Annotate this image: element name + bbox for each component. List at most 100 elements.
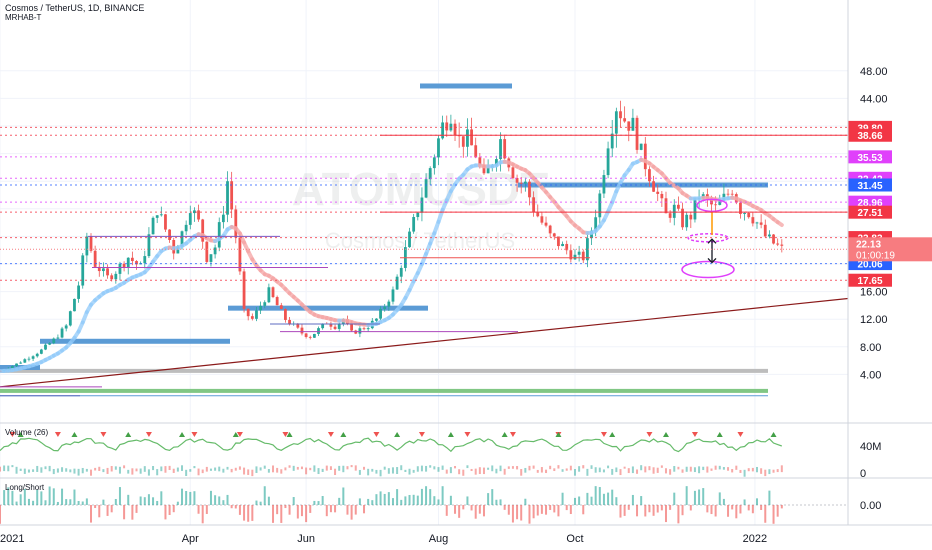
longshort-bar xyxy=(172,505,175,513)
buy-signal-marker xyxy=(71,432,78,437)
longshort-bar xyxy=(454,505,457,514)
volume-bar xyxy=(619,469,622,476)
candle-body xyxy=(180,231,184,247)
longshort-bar xyxy=(660,505,663,511)
volume-bar xyxy=(230,468,233,473)
volume-bar xyxy=(371,468,374,472)
longshort-bar xyxy=(19,494,22,505)
longshort-bar xyxy=(32,500,35,505)
level-tag xyxy=(848,178,892,192)
longshort-bar xyxy=(193,491,196,505)
longshort-bar xyxy=(65,499,68,505)
volume-bar xyxy=(540,467,543,473)
volume-bar xyxy=(201,469,204,474)
volume-bar xyxy=(56,468,59,473)
longshort-bar xyxy=(90,505,93,523)
candle-body xyxy=(168,229,171,241)
candle-body xyxy=(288,319,291,325)
longshort-bar xyxy=(714,505,717,517)
longshort-bar xyxy=(586,492,589,505)
candle-body xyxy=(515,178,519,183)
candle-body xyxy=(255,310,258,319)
price-tick-label: 4.00 xyxy=(860,369,881,381)
longshort-bar xyxy=(396,489,399,505)
volume-bar xyxy=(234,467,237,471)
candle-body xyxy=(726,193,730,195)
candle-body xyxy=(383,306,387,309)
volume-bar xyxy=(631,466,634,474)
candle-body xyxy=(56,337,60,339)
longshort-bar xyxy=(520,505,523,521)
longshort-bar xyxy=(718,492,721,505)
longshort-bar xyxy=(462,505,465,510)
longshort-bar xyxy=(499,499,502,505)
longshort-bar xyxy=(615,497,618,505)
volume-bar xyxy=(276,467,279,473)
longshort-bar xyxy=(317,501,320,505)
volume-bar xyxy=(305,467,308,475)
longshort-bar xyxy=(0,505,1,524)
ma-band-segment xyxy=(432,219,441,236)
volume-bar xyxy=(15,466,18,474)
longshort-bar xyxy=(549,505,552,510)
longshort-bar xyxy=(731,505,734,510)
volume-bar xyxy=(429,465,432,468)
sell-signal-marker xyxy=(54,432,61,437)
volume-bar xyxy=(32,469,35,472)
volume-bar xyxy=(764,469,767,477)
candle-body xyxy=(420,197,424,213)
longshort-bar xyxy=(582,505,585,515)
volume-bar xyxy=(664,468,667,474)
symbol-title: Cosmos / TetherUS, 1D, BINANCE xyxy=(5,3,145,13)
longshort-bar xyxy=(226,494,229,505)
volume-bar xyxy=(354,465,357,471)
volume-bar xyxy=(205,466,208,472)
candle-body xyxy=(284,309,287,320)
volume-bar xyxy=(772,469,775,473)
candle-body xyxy=(85,236,89,256)
longshort-bar xyxy=(329,505,332,513)
price-tick-label: 44.00 xyxy=(860,93,888,105)
candle-body xyxy=(523,181,527,184)
volume-bar xyxy=(482,467,485,475)
sell-signal-marker xyxy=(191,432,198,437)
volume-bar xyxy=(739,469,742,473)
longshort-bar xyxy=(780,505,783,509)
volume-bar xyxy=(735,465,738,470)
longshort-bar xyxy=(375,494,378,505)
longshort-bar xyxy=(338,497,341,505)
volume-bar xyxy=(238,466,241,470)
longshort-bar xyxy=(391,498,394,505)
blue-zone-bar xyxy=(518,182,768,188)
candle-body xyxy=(681,208,684,228)
candle-body xyxy=(656,191,660,194)
volume-bar xyxy=(98,466,101,471)
candle-body xyxy=(751,217,755,224)
time-tick-label: Apr xyxy=(182,533,199,545)
candle-body xyxy=(201,219,205,242)
volume-bar xyxy=(706,466,709,473)
volume-bar xyxy=(243,467,246,475)
candle-body xyxy=(466,129,469,147)
candle-body xyxy=(362,328,366,330)
longshort-bar xyxy=(482,505,485,517)
longshort-bar xyxy=(466,496,469,505)
volume-bar xyxy=(420,465,423,472)
buy-signal-marker xyxy=(770,432,777,437)
volume-label: Volume (26) xyxy=(5,428,49,437)
blue-zone-bar xyxy=(228,305,428,311)
candle-body xyxy=(217,222,221,248)
level-tag xyxy=(848,205,892,219)
candle-body xyxy=(358,328,362,334)
candle-body xyxy=(308,336,312,338)
support-trendline xyxy=(0,297,849,388)
volume-ma-line xyxy=(0,437,782,453)
longshort-bar xyxy=(280,505,283,523)
volume-bar xyxy=(329,466,332,470)
volume-bar xyxy=(102,469,105,473)
candle-body xyxy=(623,118,627,122)
longshort-bar xyxy=(110,505,113,513)
longshort-bar xyxy=(185,491,188,505)
level-tag xyxy=(848,195,892,209)
